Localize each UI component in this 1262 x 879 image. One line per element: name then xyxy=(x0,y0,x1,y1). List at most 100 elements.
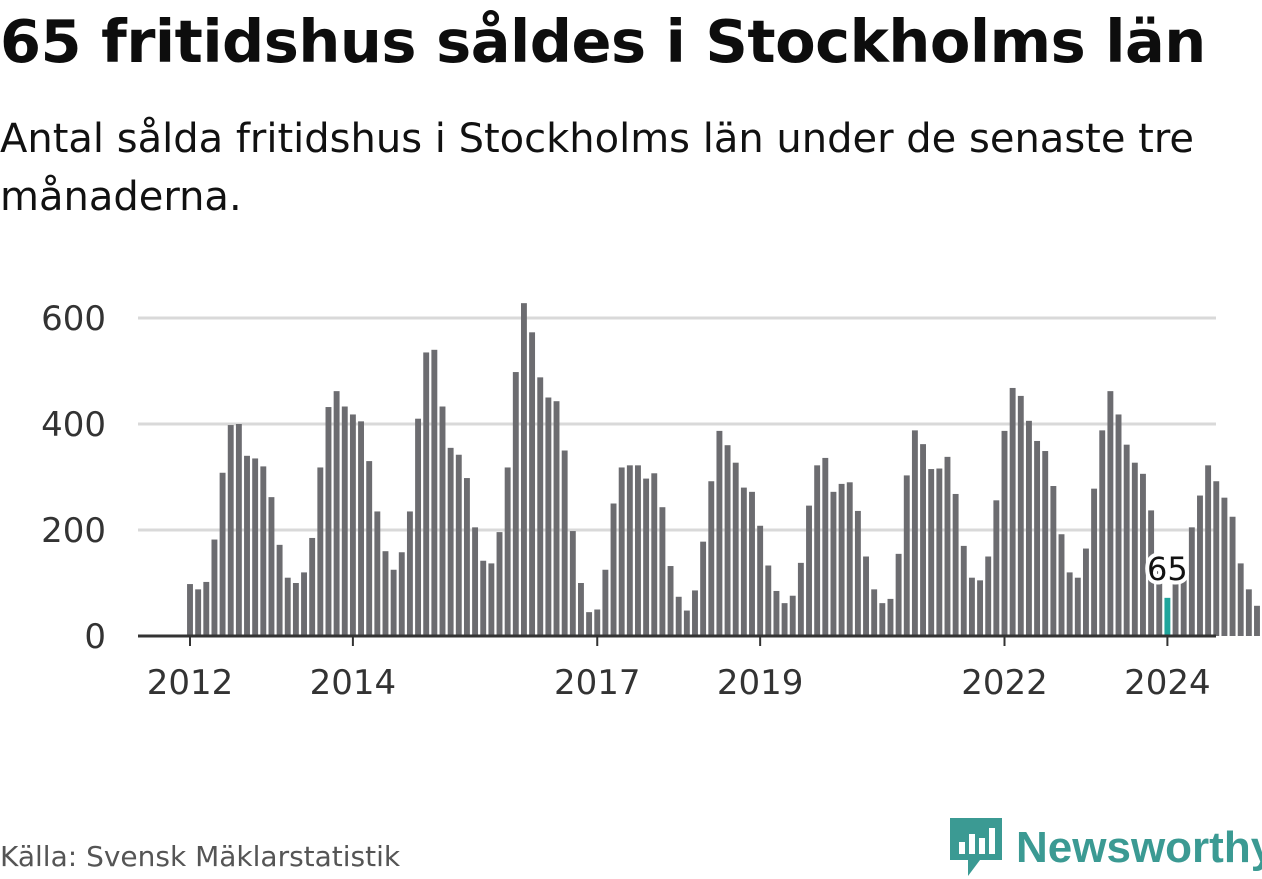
bar xyxy=(301,572,307,636)
bar xyxy=(594,609,601,636)
bar xyxy=(195,589,202,636)
bar xyxy=(1025,420,1032,636)
x-tick-label: 2019 xyxy=(717,663,804,703)
bar xyxy=(341,406,348,636)
bar xyxy=(846,482,853,636)
bar xyxy=(398,552,405,636)
bar xyxy=(292,583,299,636)
highlight-value-label: 65 xyxy=(1147,550,1188,588)
bar xyxy=(618,467,625,636)
bar xyxy=(643,478,650,636)
bar-chart: 0 200 400 600 2012 2014 2017 2019 2022 2024 65 xyxy=(41,299,1260,703)
y-tick-label: 0 xyxy=(84,617,106,657)
newsworthy-logo-icon xyxy=(950,818,1002,876)
bar xyxy=(1254,605,1260,636)
bar xyxy=(977,580,984,636)
bar xyxy=(960,545,967,636)
bar xyxy=(1107,391,1114,636)
bar xyxy=(1017,395,1024,636)
bar xyxy=(1034,440,1041,636)
bar xyxy=(1001,430,1008,636)
bar xyxy=(757,525,764,636)
bar xyxy=(724,445,731,636)
bar xyxy=(700,541,707,636)
bar xyxy=(382,551,389,636)
bar xyxy=(447,447,454,636)
bar xyxy=(219,472,226,636)
x-tick-label: 2017 xyxy=(554,663,641,703)
newsworthy-wordmark: Newsworthy xyxy=(1016,823,1262,872)
bar xyxy=(903,475,910,636)
x-tick-label: 2022 xyxy=(961,663,1048,703)
tick-labels: 0 200 400 600 2012 2014 2017 2019 2022 2024 65 xyxy=(41,299,1211,703)
bar xyxy=(472,527,479,636)
bar xyxy=(333,391,340,636)
bar xyxy=(252,458,259,636)
bar xyxy=(203,581,210,636)
bar xyxy=(1074,577,1081,636)
bar xyxy=(806,505,812,636)
bar xyxy=(284,577,291,636)
bar xyxy=(439,406,446,636)
bar xyxy=(797,562,804,636)
bar xyxy=(569,531,576,636)
bar xyxy=(480,560,487,636)
bar xyxy=(423,352,430,636)
bar xyxy=(227,425,234,636)
bar xyxy=(268,497,275,636)
bar xyxy=(968,577,975,636)
bar xyxy=(626,465,633,636)
newsworthy-logo: Newsworthy xyxy=(950,818,1262,878)
bar xyxy=(1140,473,1146,636)
bar xyxy=(602,569,609,636)
bar xyxy=(1123,444,1130,636)
bar xyxy=(1009,387,1016,636)
bar xyxy=(390,569,397,636)
bar xyxy=(529,332,536,636)
x-tick-label: 2024 xyxy=(1124,663,1211,703)
bar xyxy=(415,418,422,636)
bar xyxy=(692,590,698,636)
bar xyxy=(406,511,413,636)
bar xyxy=(1237,563,1244,636)
bar xyxy=(463,478,470,636)
y-tick-label: 400 xyxy=(41,405,106,445)
bar xyxy=(1245,589,1252,636)
bar xyxy=(879,603,886,636)
bar xyxy=(235,424,242,636)
bar-highlight xyxy=(1164,597,1171,636)
bar xyxy=(496,532,503,636)
bar xyxy=(553,401,560,636)
bar xyxy=(260,466,267,636)
bar xyxy=(765,565,772,636)
bar xyxy=(1221,497,1228,636)
bar xyxy=(520,303,527,636)
bar xyxy=(936,468,943,636)
bar xyxy=(187,584,193,636)
bar xyxy=(740,487,747,636)
bar xyxy=(1205,465,1212,636)
chart-subtitle: Antal sålda fritidshus i Stockholms län … xyxy=(0,116,1195,220)
bar xyxy=(789,595,796,636)
bar xyxy=(683,610,690,636)
bar xyxy=(993,500,1000,636)
bar xyxy=(749,491,755,636)
bar xyxy=(716,430,723,636)
bar xyxy=(1066,572,1073,636)
bar xyxy=(1148,510,1155,636)
bar xyxy=(1042,451,1049,636)
bar xyxy=(1058,534,1065,636)
bar xyxy=(455,454,462,636)
bar xyxy=(1050,486,1057,636)
bar xyxy=(317,467,324,636)
bar xyxy=(773,590,780,636)
bar xyxy=(928,469,935,636)
bar xyxy=(854,510,861,636)
bar xyxy=(537,377,544,636)
bar xyxy=(863,556,869,636)
axes xyxy=(138,634,1216,646)
bar xyxy=(276,544,283,636)
chart-title: 65 fritidshus såldes i Stockholms län xyxy=(0,7,1206,76)
bar xyxy=(952,493,959,636)
y-tick-label: 200 xyxy=(41,511,106,551)
